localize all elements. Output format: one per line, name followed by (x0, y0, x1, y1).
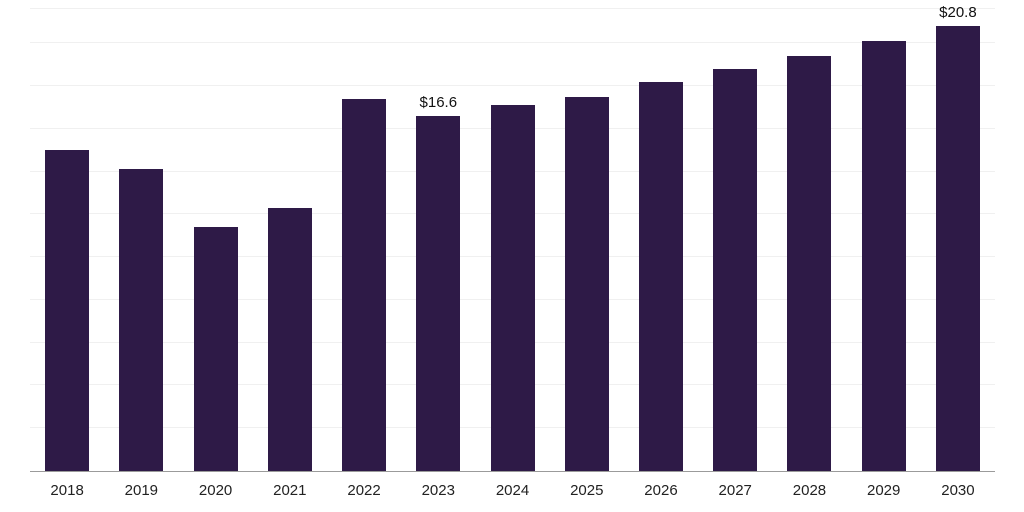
plot-area: $16.6 $20.8 (30, 4, 995, 472)
bar-2029 (861, 41, 906, 471)
bar-value-label-2023: $16.6 (419, 93, 458, 111)
bar-slot-2030: $20.8 (921, 4, 995, 471)
x-axis-label-2022: 2022 (347, 482, 381, 499)
bar-2020 (193, 227, 238, 471)
bar-chart: $16.6 $20.8 2018 2019 2020 2021 2022 2023 2024 2… (30, 4, 995, 499)
x-axis-label-2023: 2023 (421, 482, 455, 499)
x-axis-label-2019: 2019 (124, 482, 159, 499)
bar-2024 (490, 105, 535, 471)
bar-2022 (342, 98, 387, 471)
bar-series: $16.6 $20.8 (30, 4, 995, 471)
x-axis-label-2026: 2026 (644, 482, 678, 499)
x-axis-label-2028: 2028 (792, 482, 827, 499)
bar-slot-2020 (178, 9, 252, 471)
bar-slot-2024 (475, 9, 549, 471)
bar-2030: $20.8 (935, 4, 980, 471)
x-axis: 2018 2019 2020 2021 2022 2023 2024 2025 2026 2027… (30, 482, 995, 499)
x-axis-label-2027: 2027 (718, 482, 752, 499)
bar-2026 (638, 81, 683, 471)
bar-slot-2027 (698, 9, 772, 471)
bar-2027 (713, 68, 758, 471)
bar-slot-2025 (550, 9, 624, 471)
x-axis-label-2020: 2020 (198, 482, 233, 499)
x-axis-label-2025: 2025 (570, 482, 604, 499)
bar-slot-2029 (847, 9, 921, 471)
bar-slot-2023: $16.6 (401, 9, 475, 471)
bar-2018 (45, 150, 90, 471)
bar-slot-2019 (104, 9, 178, 471)
bar-2021 (267, 207, 312, 471)
x-axis-label-2024: 2024 (495, 482, 530, 499)
bar-2019 (119, 169, 164, 471)
x-axis-label-2029: 2029 (867, 482, 901, 499)
bar-slot-2022 (327, 9, 401, 471)
x-axis-label-2030: 2030 (941, 482, 975, 499)
bar-slot-2018 (30, 9, 104, 471)
bar-slot-2021 (253, 9, 327, 471)
x-axis-label-2021: 2021 (273, 482, 307, 499)
bar-value-label-2030: $20.8 (939, 4, 977, 22)
bar-2025 (564, 96, 609, 471)
bar-2023: $16.6 (416, 94, 461, 471)
bar-2028 (787, 56, 832, 471)
bar-slot-2028 (772, 9, 846, 471)
bar-slot-2026 (624, 9, 698, 471)
x-axis-label-2018: 2018 (50, 482, 84, 499)
